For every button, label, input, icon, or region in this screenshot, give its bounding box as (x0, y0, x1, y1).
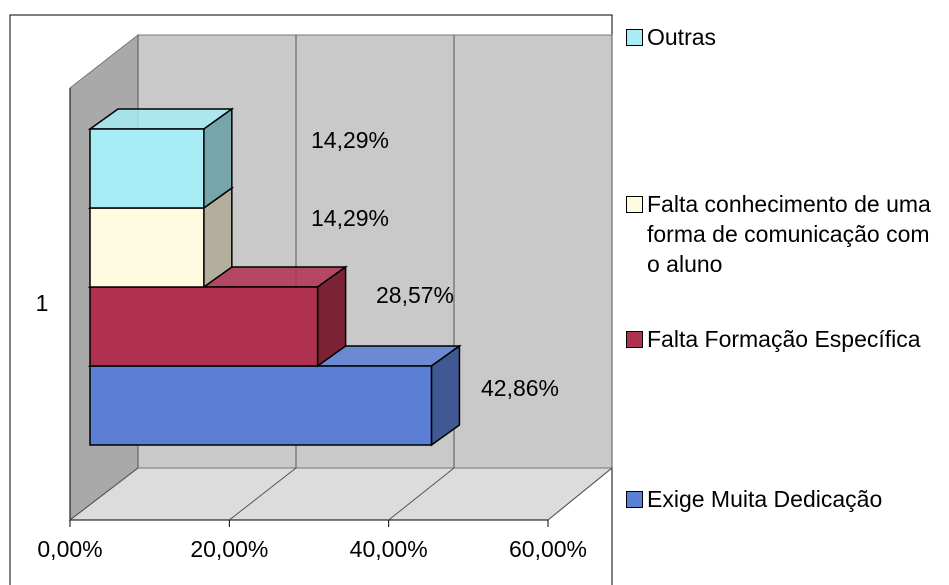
x-tick-label: 60,00% (509, 536, 587, 562)
floor-grid-line (69, 467, 139, 521)
legend-label: Falta conhecimento de uma forma de comun… (647, 191, 931, 277)
legend-swatch (626, 196, 643, 213)
x-tick-label: 20,00% (190, 536, 268, 562)
legend-entry: Falta Formação Específica (626, 324, 946, 354)
data-label: 14,29% (311, 205, 389, 231)
bar-front (89, 365, 433, 446)
legend-entry: Falta conhecimento de uma forma de comun… (626, 189, 946, 279)
data-label: 14,29% (311, 127, 389, 153)
legend-swatch (626, 491, 643, 508)
floor-grid-line (229, 467, 297, 521)
legend-label: Exige Muita Dedicação (647, 486, 883, 512)
bar (87, 186, 235, 289)
legend-entry: Outras (626, 22, 946, 52)
floor-grid-line (388, 467, 455, 521)
floor-grid-line (547, 467, 613, 521)
floor (68, 467, 614, 521)
legend-entry: Exige Muita Dedicação (626, 484, 946, 514)
legend-swatch (626, 29, 643, 46)
data-label: 42,86% (481, 375, 559, 401)
x-tick-label: 0,00% (37, 536, 102, 562)
legend-label: Outras (647, 24, 717, 50)
legend-label: Falta Formação Específica (647, 326, 921, 352)
x-tick-label: 40,00% (350, 536, 428, 562)
bar-front (89, 286, 319, 367)
bar-front (89, 128, 205, 209)
data-label: 28,57% (376, 282, 454, 308)
bar (87, 107, 235, 210)
bar-front (89, 207, 205, 288)
legend-swatch (626, 331, 643, 348)
category-label: 1 (36, 290, 49, 316)
